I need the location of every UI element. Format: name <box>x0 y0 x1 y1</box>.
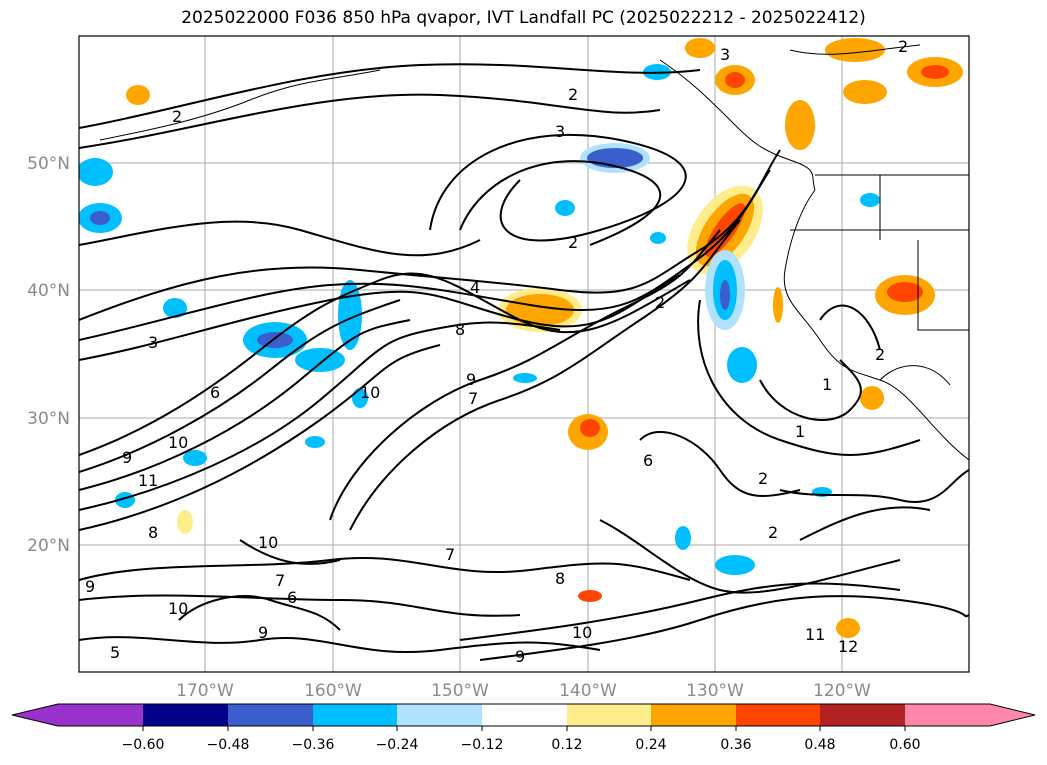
colorbar-tick-label: 0.60 <box>889 737 920 753</box>
colorbar-bin <box>143 704 228 726</box>
colorbar: −0.60 −0.48 −0.36 −0.24 −0.12 0.12 0.24 … <box>11 703 1036 753</box>
contour-label: 3 <box>148 333 158 352</box>
colorbar-bin <box>651 704 736 726</box>
colorbar-bin <box>397 704 482 726</box>
contour-label: 2 <box>655 293 665 312</box>
contour-label: 2 <box>898 37 908 56</box>
contour-label: 6 <box>210 383 220 402</box>
colorbar-tick-label: 0.12 <box>551 737 582 753</box>
colorbar-bin <box>482 704 567 726</box>
lon-tick-label: 150°W <box>431 681 489 701</box>
contour-label: 9 <box>515 647 525 666</box>
lon-tick-label: 140°W <box>559 681 617 701</box>
lon-tick-labels: 170°W 160°W 150°W 140°W 130°W 120°W <box>176 681 871 701</box>
lon-tick-label: 120°W <box>813 681 871 701</box>
colorbar-tick-label: −0.60 <box>122 737 165 753</box>
colorbar-bin <box>736 704 820 726</box>
contour-label: 7 <box>445 545 455 564</box>
colorbar-extend-low <box>12 704 58 726</box>
contour-label: 11 <box>805 625 825 644</box>
colorbar-bin <box>820 704 905 726</box>
lat-tick-label: 20°N <box>27 536 70 556</box>
contour-label: 10 <box>360 383 380 402</box>
contour-label: 1 <box>795 422 805 441</box>
colorbar-tick-label: 0.36 <box>720 737 751 753</box>
contour-label: 11 <box>138 471 158 490</box>
colorbar-bin <box>905 704 990 726</box>
contour-label: 8 <box>455 320 465 339</box>
contour-label: 9 <box>85 577 95 596</box>
contour-label: 10 <box>168 599 188 618</box>
contour-label: 6 <box>643 451 653 470</box>
colorbar-tick-label: 0.48 <box>804 737 835 753</box>
contour-label: 9 <box>258 623 268 642</box>
contour-label: 3 <box>555 122 565 141</box>
contour-label: 10 <box>572 623 592 642</box>
lat-tick-label: 50°N <box>27 154 70 174</box>
colorbar-tick-label: −0.12 <box>461 737 504 753</box>
contour-label: 7 <box>275 571 285 590</box>
ivt-contours <box>79 63 969 661</box>
colorbar-bin <box>567 704 651 726</box>
contour-label: 10 <box>258 533 278 552</box>
contour-label: 2 <box>768 523 778 542</box>
colorbar-tick-label: −0.24 <box>376 737 419 753</box>
contour-label: 9 <box>466 370 476 389</box>
colorbar-tick-label: −0.48 <box>207 737 250 753</box>
colorbar-tick-label: −0.36 <box>292 737 335 753</box>
plot-frame <box>78 35 970 673</box>
contour-labels: 2 3 2 3 2 4 8 9 7 6 10 9 10 11 10 8 9 10… <box>85 37 908 666</box>
contour-label: 4 <box>470 278 480 297</box>
lon-tick-label: 170°W <box>176 681 234 701</box>
map-title: 2025022000 F036 850 hPa qvapor, IVT Land… <box>181 8 866 28</box>
contour-label: 2 <box>875 345 885 364</box>
lat-tick-labels: 50°N 40°N 30°N 20°N <box>27 154 70 556</box>
contour-label: 2 <box>758 469 768 488</box>
contour-label: 3 <box>720 45 730 64</box>
contour-label: 5 <box>110 643 120 662</box>
lon-tick-label: 130°W <box>686 681 744 701</box>
colorbar-outline <box>11 703 1036 727</box>
contour-label: 2 <box>172 107 182 126</box>
colorbar-bin <box>313 704 397 726</box>
contour-label: 2 <box>568 85 578 104</box>
contour-label: 9 <box>122 448 132 467</box>
colorbar-extend-high <box>990 704 1035 726</box>
lat-tick-label: 30°N <box>27 409 70 429</box>
anomaly-fills <box>79 38 963 638</box>
lon-tick-label: 160°W <box>304 681 362 701</box>
contour-label: 7 <box>468 389 478 408</box>
contour-label: 8 <box>148 523 158 542</box>
lat-tick-label: 40°N <box>27 281 70 301</box>
colorbar-bin <box>58 704 143 726</box>
contour-label: 1 <box>822 375 832 394</box>
colorbar-bin <box>228 704 313 726</box>
contour-label: 2 <box>568 233 578 252</box>
contour-label: 12 <box>838 637 858 656</box>
contour-label: 10 <box>168 433 188 452</box>
contour-label: 6 <box>287 588 297 607</box>
contour-label: 8 <box>555 569 565 588</box>
coastlines <box>99 44 969 461</box>
colorbar-tick-label: 0.24 <box>635 737 666 753</box>
